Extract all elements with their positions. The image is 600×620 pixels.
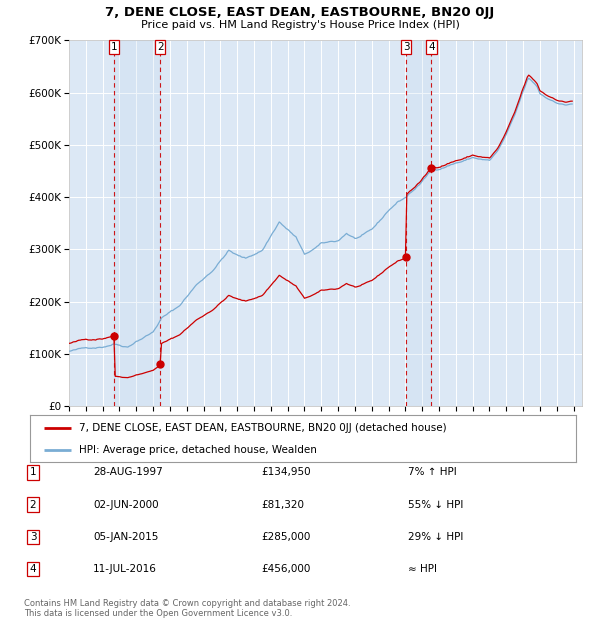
Text: 7% ↑ HPI: 7% ↑ HPI (408, 467, 457, 477)
Text: 11-JUL-2016: 11-JUL-2016 (93, 564, 157, 574)
Text: 3: 3 (403, 42, 409, 52)
Bar (114, 40, 160, 406)
Text: HPI: Average price, detached house, Wealden: HPI: Average price, detached house, Weal… (79, 445, 317, 455)
Text: 3: 3 (29, 532, 37, 542)
Text: 1: 1 (110, 42, 117, 52)
Text: 05-JAN-2015: 05-JAN-2015 (93, 532, 158, 542)
Text: Contains HM Land Registry data © Crown copyright and database right 2024.
This d: Contains HM Land Registry data © Crown c… (24, 599, 350, 618)
Text: 28-AUG-1997: 28-AUG-1997 (93, 467, 163, 477)
Text: 4: 4 (29, 564, 37, 574)
Text: 7, DENE CLOSE, EAST DEAN, EASTBOURNE, BN20 0JJ (detached house): 7, DENE CLOSE, EAST DEAN, EASTBOURNE, BN… (79, 423, 447, 433)
Bar (406, 40, 431, 406)
Text: ≈ HPI: ≈ HPI (408, 564, 437, 574)
Text: 2: 2 (29, 500, 37, 510)
Text: £81,320: £81,320 (261, 500, 304, 510)
Text: Price paid vs. HM Land Registry's House Price Index (HPI): Price paid vs. HM Land Registry's House … (140, 20, 460, 30)
Text: 02-JUN-2000: 02-JUN-2000 (93, 500, 158, 510)
Text: 55% ↓ HPI: 55% ↓ HPI (408, 500, 463, 510)
Text: £285,000: £285,000 (261, 532, 310, 542)
Text: 29% ↓ HPI: 29% ↓ HPI (408, 532, 463, 542)
Text: 2: 2 (157, 42, 163, 52)
Text: £134,950: £134,950 (261, 467, 311, 477)
Text: £456,000: £456,000 (261, 564, 310, 574)
Text: 4: 4 (428, 42, 434, 52)
Text: 7, DENE CLOSE, EAST DEAN, EASTBOURNE, BN20 0JJ: 7, DENE CLOSE, EAST DEAN, EASTBOURNE, BN… (106, 6, 494, 19)
Text: 1: 1 (29, 467, 37, 477)
